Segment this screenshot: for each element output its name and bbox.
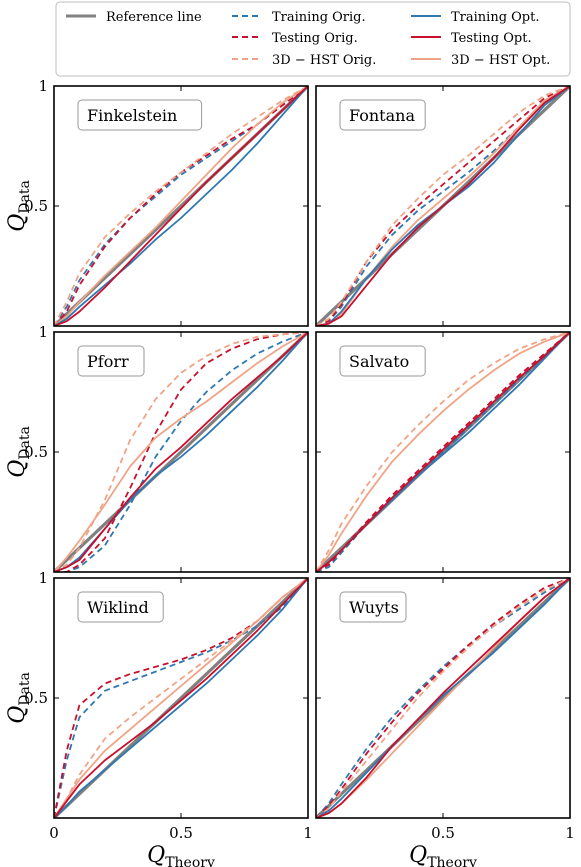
series-line-testing-opt-4: [54, 578, 308, 818]
y-tick-label: 0.5: [24, 689, 48, 707]
legend: Reference line Training Orig. Training Opt…: [55, 1, 571, 77]
legend-label-5: 3D − HST Orig.: [272, 53, 376, 68]
series-line-hst-opt-1: [316, 86, 570, 326]
series-line-hst-orig-0: [54, 86, 308, 326]
series-line-hst-opt-2: [54, 332, 308, 572]
panel-fontana: Fontana: [315, 85, 571, 327]
series-line-hst-opt-3: [316, 332, 570, 572]
y-axis-label: QData: [5, 426, 33, 478]
series-line-training-orig-2: [54, 332, 308, 572]
panel-title-box: [77, 345, 145, 377]
x-tick-label: 0.5: [169, 824, 193, 842]
series-line-testing-orig-1: [316, 86, 570, 326]
panel-title-box: [77, 99, 203, 131]
series-line-training-opt-2: [54, 332, 308, 572]
series-line-reference-opt-2: [54, 332, 308, 572]
x-tick-label: 0: [49, 824, 59, 842]
panels: 0.5 1 Finkelstein Fontana 0.5 1 Pforr Salvato 0.…: [24, 77, 571, 819]
series-line-testing-opt-1: [316, 86, 570, 326]
series-line-reference-opt-5: [316, 578, 570, 818]
series-line-training-opt-1: [316, 86, 570, 326]
panel-title-box: [339, 345, 426, 377]
series-line-training-opt-0: [54, 86, 308, 326]
legend-label-2: Training Opt.: [451, 10, 540, 25]
panel-title-box: [339, 591, 407, 623]
legend-label-6: 3D − HST Opt.: [451, 53, 550, 68]
y-tick-label: 1: [38, 77, 48, 95]
y-tick-label: 1: [38, 569, 48, 587]
panel-title: Salvato: [349, 352, 409, 371]
y-axis-label: QData: [5, 672, 33, 724]
series-line-training-orig-4: [54, 578, 308, 818]
y-tick-label: 0.5: [24, 197, 48, 215]
y-axis-label: QData: [5, 180, 33, 232]
y-tick-label: 0.5: [24, 443, 48, 461]
panel-wuyts: Wuyts: [315, 577, 571, 819]
panel-title: Wuyts: [349, 598, 399, 617]
series-line-hst-orig-1: [316, 86, 570, 326]
series-line-hst-orig-3: [316, 332, 570, 572]
series-line-testing-orig-5: [316, 578, 570, 818]
x-axis-label: QTheory: [409, 843, 477, 867]
series-line-hst-orig-5: [316, 578, 570, 818]
series-line-hst-opt-4: [54, 578, 308, 818]
x-tick-label: 0.5: [431, 824, 455, 842]
panel-title: Fontana: [349, 106, 415, 125]
panel-pforr: 0.5 1 Pforr: [24, 323, 309, 573]
series-line-training-opt-4: [54, 578, 308, 818]
panel-salvato: Salvato: [315, 331, 571, 573]
legend-label-3: Testing Orig.: [272, 31, 358, 46]
panel-title-box: [77, 591, 164, 623]
series-line-training-orig-0: [54, 86, 308, 326]
series-line-training-orig-5: [316, 578, 570, 818]
x-tick-label: 1: [565, 824, 575, 842]
panel-title-box: [339, 99, 426, 131]
series-line-hst-orig-2: [54, 332, 308, 572]
legend-label-0: Reference line: [106, 10, 202, 25]
series-line-testing-opt-0: [54, 86, 308, 326]
x-tick-label: 1: [303, 824, 313, 842]
panel-finkelstein: 0.5 1 Finkelstein: [24, 77, 309, 327]
panel-title: Pforr: [87, 352, 129, 371]
series-line-testing-opt-5: [316, 578, 570, 818]
series-line-testing-orig-2: [54, 332, 308, 572]
legend-label-4: Testing Opt.: [451, 31, 532, 46]
panel-title: Wiklind: [87, 598, 149, 617]
series-line-hst-opt-0: [54, 86, 308, 326]
series-line-testing-orig-0: [54, 86, 308, 326]
panel-wiklind: 0.5 1 Wiklind: [24, 569, 309, 819]
panel-title: Finkelstein: [87, 106, 177, 125]
legend-label-1: Training Orig.: [272, 10, 366, 25]
x-axis-label: QTheory: [147, 843, 215, 867]
series-line-testing-opt-2: [54, 332, 308, 572]
y-tick-label: 1: [38, 323, 48, 341]
series-line-testing-opt-3: [316, 332, 570, 572]
legend-box: [55, 1, 571, 77]
